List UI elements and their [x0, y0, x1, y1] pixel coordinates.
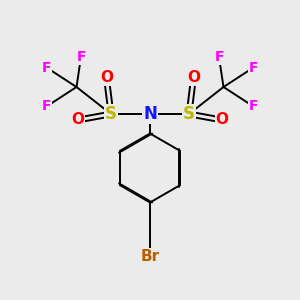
Text: O: O	[215, 112, 229, 128]
Text: O: O	[71, 112, 85, 128]
Text: Br: Br	[140, 249, 160, 264]
Text: N: N	[143, 105, 157, 123]
Text: F: F	[214, 50, 224, 64]
Text: F: F	[249, 100, 258, 113]
Text: S: S	[105, 105, 117, 123]
Text: O: O	[187, 70, 200, 86]
Text: F: F	[76, 50, 86, 64]
Text: F: F	[249, 61, 258, 74]
Text: O: O	[100, 70, 113, 86]
Text: F: F	[42, 100, 51, 113]
Text: F: F	[42, 61, 51, 74]
Text: S: S	[183, 105, 195, 123]
